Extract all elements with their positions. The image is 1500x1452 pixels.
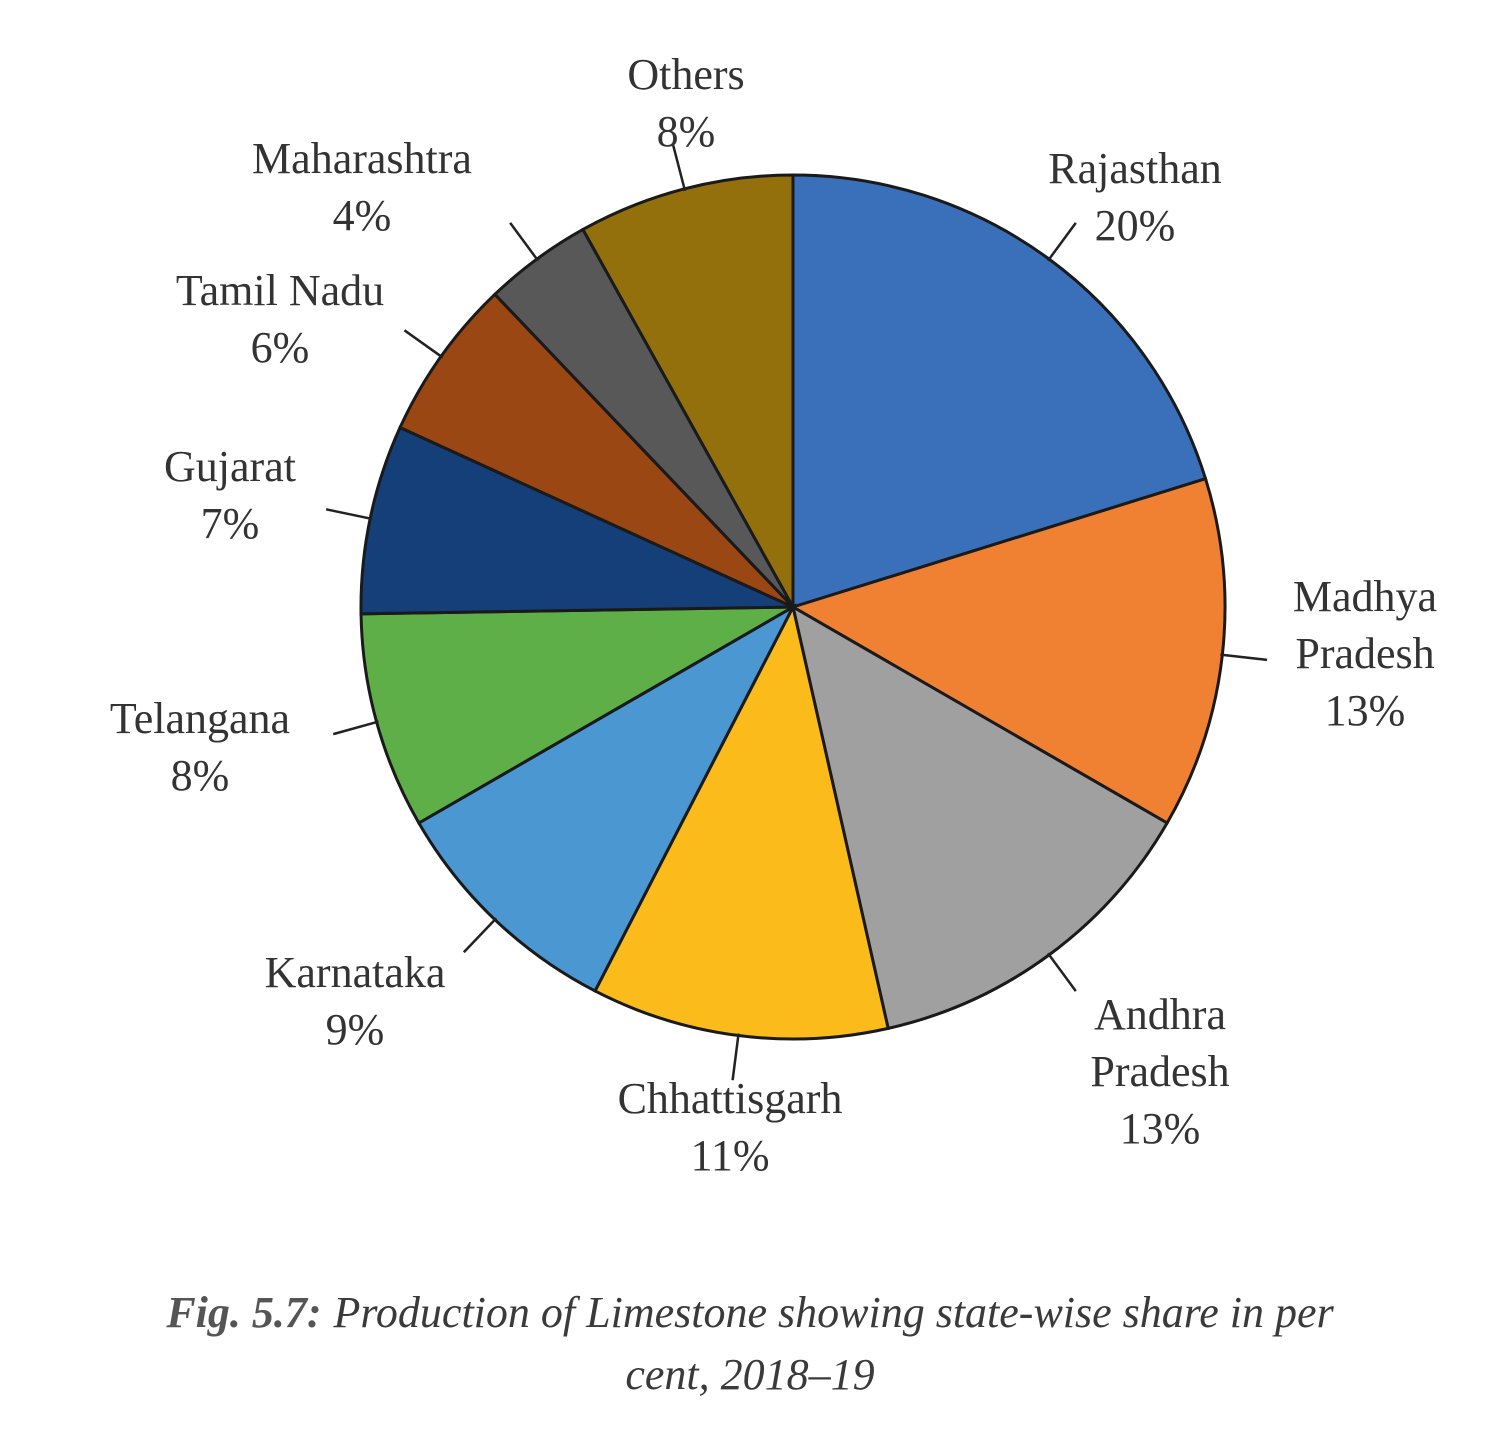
leader-line (462, 917, 498, 954)
value-label: 8% (656, 107, 716, 156)
leader-line (671, 144, 687, 192)
category-label: Madhya Pradesh (1292, 572, 1438, 678)
category-label: Others (627, 50, 745, 99)
leader-line (325, 508, 373, 521)
slice-label: Telangana 8% (0, 690, 400, 804)
category-label: Gujarat (164, 442, 296, 491)
caption: Fig. 5.7: Production of Limestone showing… (150, 1282, 1350, 1406)
category-label: Andhra Pradesh (1090, 990, 1230, 1096)
value-label: 6% (250, 323, 310, 372)
slice-label: Others 8% (486, 46, 886, 160)
leader-line (1220, 653, 1268, 662)
slice-label: Andhra Pradesh 13% (1045, 986, 1275, 1157)
slice-label: Madhya Pradesh 13% (1250, 568, 1480, 739)
category-label: Maharashtra (252, 134, 472, 183)
category-label: Tamil Nadu (175, 266, 385, 315)
leader-line (1046, 222, 1077, 262)
category-label: Chhattisgarh (617, 1074, 843, 1123)
leader-line (403, 329, 444, 359)
leader-line (1046, 952, 1077, 992)
value-label: 20% (1094, 201, 1176, 250)
caption-label: Fig. 5.7: (166, 1288, 322, 1337)
slice-label: Chhattisgarh 11% (530, 1070, 930, 1184)
slice-label: Gujarat 7% (30, 438, 430, 552)
category-label: Karnataka (264, 948, 446, 997)
slice-label: Rajasthan 20% (935, 140, 1335, 254)
value-label: 13% (1324, 686, 1406, 735)
slice-label: Karnataka 9% (155, 944, 555, 1058)
value-label: 13% (1119, 1104, 1201, 1153)
value-label: 8% (170, 751, 230, 800)
leader-line (731, 1033, 740, 1081)
value-label: 9% (325, 1005, 385, 1054)
category-label: Telangana (109, 694, 291, 743)
value-label: 11% (690, 1131, 770, 1180)
category-label: Rajasthan (1048, 144, 1222, 193)
leader-line (332, 720, 379, 736)
leader-line (509, 222, 540, 262)
slice-label: Maharashtra 4% (162, 130, 562, 244)
value-label: 4% (332, 191, 392, 240)
slice-label: Tamil Nadu 6% (80, 262, 480, 376)
caption-title: Production of Limestone showing state-wi… (333, 1288, 1334, 1399)
value-label: 7% (200, 499, 260, 548)
